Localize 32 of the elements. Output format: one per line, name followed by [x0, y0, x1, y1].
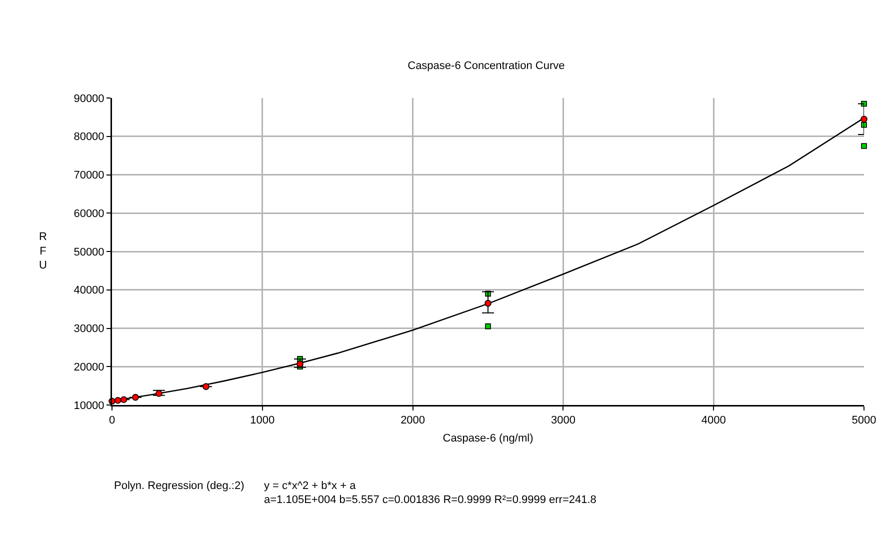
point	[156, 390, 162, 397]
y-tick-label: 90000	[74, 92, 104, 105]
x-tick-label: 3000	[550, 414, 576, 427]
x-axis-title: Caspase-6 (ng/ml)	[442, 432, 534, 445]
y-tick-label: 80000	[74, 131, 104, 144]
x-tick-label: 1000	[250, 414, 275, 427]
y-tick-label: 40000	[74, 284, 104, 297]
point	[861, 143, 867, 149]
y-tick-label: 20000	[74, 361, 104, 374]
point	[485, 323, 491, 330]
x-tick-label: 5000	[852, 414, 876, 427]
chart-title: Caspase-6 Concentration Curve	[408, 60, 565, 72]
x-tick-label: 0	[108, 414, 116, 427]
y-tick-label: 30000	[74, 323, 104, 336]
y-axis-title: RFU	[39, 231, 47, 272]
point	[202, 383, 210, 390]
point	[114, 397, 122, 404]
y-tick-label: 70000	[74, 170, 104, 182]
point	[296, 360, 304, 368]
y-tick-label: 50000	[74, 246, 104, 258]
point	[860, 116, 868, 123]
x-tick-label: 2000	[400, 414, 426, 427]
y-tick-label: 60000	[74, 208, 104, 220]
point	[132, 394, 139, 401]
y-tick-label: 10000	[74, 400, 104, 412]
point	[861, 122, 867, 128]
point	[484, 300, 492, 307]
text: a=1.105E+004 b=5.557 c=0.001836 R=0.9999 R²=0.9999 err=241.8	[264, 494, 596, 506]
point	[120, 396, 128, 404]
x-tick-label: 4000	[701, 414, 726, 427]
text: Polyn. Regression (deg.:2)	[114, 480, 244, 492]
text: y = c*x^2 + b*x + a	[264, 480, 357, 492]
